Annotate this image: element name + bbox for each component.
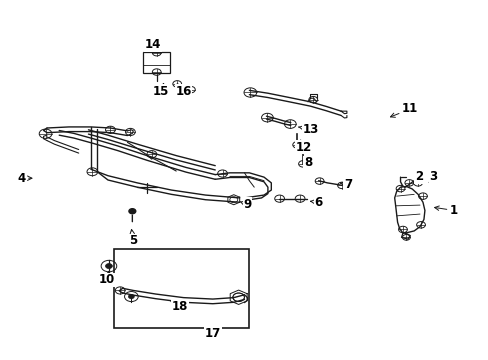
- Text: 8: 8: [303, 156, 311, 169]
- Text: 11: 11: [390, 103, 418, 117]
- Text: 10: 10: [99, 271, 115, 286]
- Text: 5: 5: [129, 229, 137, 247]
- Text: 13: 13: [298, 122, 318, 136]
- Text: 7: 7: [340, 178, 351, 191]
- Text: 9: 9: [240, 198, 251, 211]
- Text: 4: 4: [17, 172, 32, 185]
- Bar: [143, 51, 169, 73]
- Text: 16: 16: [175, 85, 191, 98]
- Text: 2: 2: [414, 170, 422, 183]
- Bar: [114, 249, 249, 328]
- Text: 18: 18: [171, 300, 188, 313]
- Circle shape: [129, 209, 136, 214]
- Text: 15: 15: [152, 84, 168, 98]
- Text: 12: 12: [295, 140, 311, 153]
- Circle shape: [128, 294, 134, 299]
- Circle shape: [105, 264, 112, 269]
- Text: 17: 17: [204, 327, 221, 340]
- Text: 1: 1: [434, 204, 457, 217]
- Text: 6: 6: [310, 196, 322, 209]
- Text: 3: 3: [428, 170, 437, 183]
- Text: 14: 14: [144, 38, 161, 51]
